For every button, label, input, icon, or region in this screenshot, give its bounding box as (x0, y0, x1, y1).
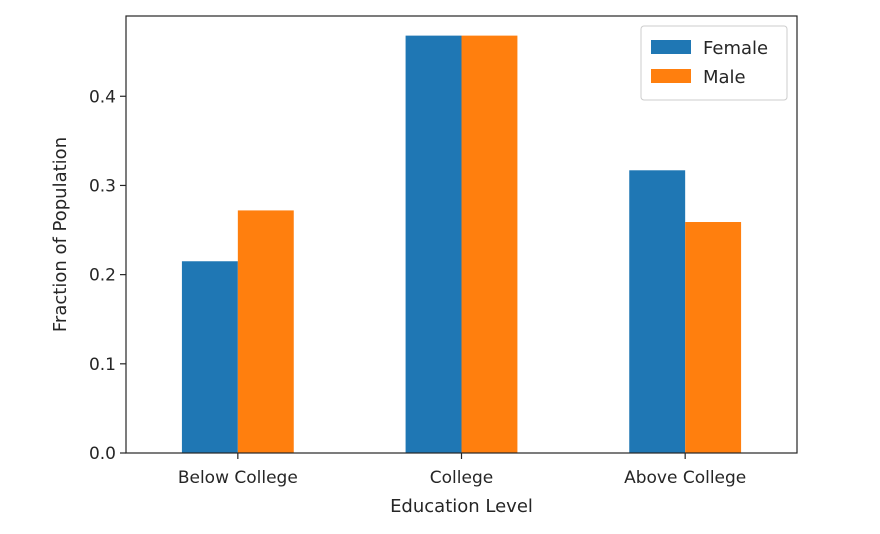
y-tick-label: 0.1 (89, 355, 116, 375)
y-axis-label: Fraction of Population (50, 137, 71, 332)
x-tick-label: Above College (624, 468, 746, 488)
legend: Female Male (640, 25, 788, 101)
x-axis-ticks: Below College College Above College (178, 453, 746, 488)
y-tick-label: 0.2 (89, 266, 116, 286)
legend-label-female: Female (703, 38, 768, 59)
x-tick-label: College (430, 468, 493, 488)
bar-male-college (461, 35, 518, 453)
bar-female-below-college (181, 261, 238, 453)
y-tick-label: 0.0 (89, 444, 116, 464)
x-tick-label: Below College (178, 468, 298, 488)
x-axis-label: Education Level (390, 496, 533, 517)
bar-female-college (405, 35, 462, 453)
bar-male-above-college (685, 222, 742, 453)
plot-frame (125, 15, 798, 454)
bars-layer (181, 35, 742, 453)
y-tick-label: 0.3 (89, 176, 116, 196)
legend-swatch-male (651, 69, 691, 83)
y-axis-ticks: 0.0 0.1 0.2 0.3 0.4 (89, 87, 126, 464)
bar-male-below-college (237, 210, 294, 453)
legend-swatch-female (651, 40, 691, 54)
legend-label-male: Male (703, 67, 746, 88)
y-tick-label: 0.4 (89, 87, 116, 107)
bar-female-above-college (629, 170, 686, 453)
